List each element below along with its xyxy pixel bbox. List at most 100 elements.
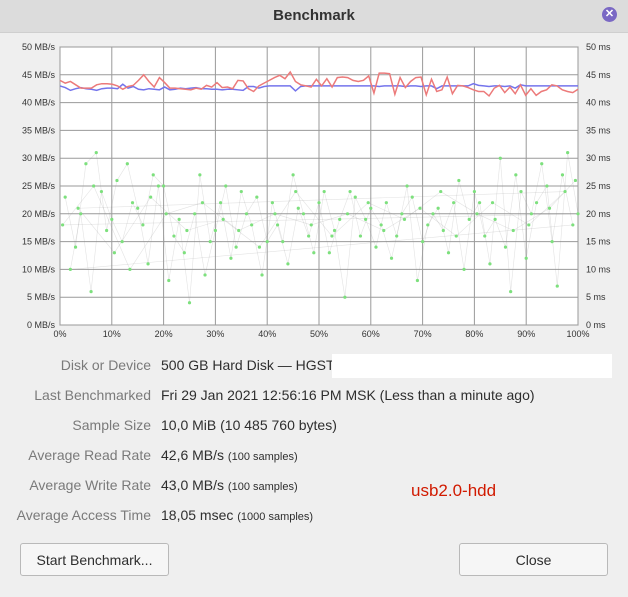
access-seek-line	[142, 174, 154, 225]
access-seek-line	[85, 152, 97, 164]
left-tick-label: 40 MB/s	[22, 98, 56, 108]
detail-value-text: 10,0 MiB (10 485 760 bytes)	[161, 417, 337, 433]
access-seek-line	[132, 202, 144, 226]
access-time-point	[415, 278, 420, 283]
access-time-point	[441, 228, 445, 233]
access-seek-line	[274, 213, 312, 226]
right-tick-label: 50 ms	[586, 42, 611, 52]
access-seek-line	[241, 191, 252, 226]
access-seek-line	[266, 224, 278, 242]
access-seek-line	[476, 213, 514, 231]
write-rate-line	[59, 82, 578, 92]
access-time-point	[73, 245, 78, 249]
access-time-point	[490, 201, 495, 205]
left-tick-label: 45 MB/s	[22, 70, 56, 80]
access-seek-line	[528, 191, 566, 226]
access-seek-line	[62, 185, 94, 226]
access-time-point	[99, 189, 104, 194]
access-seek-line	[101, 191, 113, 220]
access-seek-line	[562, 174, 574, 225]
access-seek-line	[80, 213, 92, 292]
access-seek-line	[489, 158, 501, 264]
access-seek-line	[334, 230, 346, 298]
access-seek-line	[199, 174, 211, 242]
access-time-point	[296, 206, 300, 210]
access-time-point	[327, 251, 331, 255]
left-tick-label: 0 MB/s	[27, 320, 56, 330]
access-seek-line	[272, 202, 284, 242]
access-seek-line	[259, 191, 296, 248]
detail-label: Sample Size	[72, 417, 151, 433]
access-time-point	[312, 251, 316, 255]
access-time-point	[426, 223, 430, 227]
access-time-point	[213, 228, 217, 233]
x-tick-label: 80%	[465, 329, 483, 339]
access-time-point	[260, 273, 264, 277]
access-time-point	[156, 184, 161, 188]
access-time-point	[534, 201, 539, 205]
access-time-point	[84, 162, 88, 166]
access-seek-line	[116, 163, 128, 181]
access-seek-line	[440, 191, 478, 215]
access-time-point	[511, 228, 515, 233]
access-time-point	[172, 234, 176, 238]
access-time-point	[317, 201, 321, 205]
access-time-point	[358, 234, 363, 238]
start-benchmark-button[interactable]: Start Benchmark...	[20, 543, 169, 576]
access-time-point	[208, 240, 212, 244]
access-time-point	[239, 189, 243, 194]
access-time-point	[130, 201, 135, 205]
access-seek-line	[189, 174, 201, 303]
access-time-point	[94, 151, 98, 155]
access-time-point	[164, 212, 168, 216]
detail-value-text: Fri 29 Jan 2021 12:56:16 PM MSK (Less th…	[161, 387, 535, 403]
access-time-point	[322, 189, 326, 194]
right-tick-label: 30 ms	[586, 153, 611, 163]
close-icon[interactable]: ✕	[602, 7, 617, 22]
access-seek-line	[383, 207, 421, 231]
access-time-point	[467, 217, 471, 221]
access-time-point	[307, 234, 311, 238]
access-time-point	[436, 206, 440, 210]
access-time-point	[353, 195, 357, 199]
access-time-point	[60, 223, 65, 227]
access-time-point	[218, 201, 223, 205]
access-time-point	[294, 189, 298, 194]
access-time-point	[149, 195, 153, 199]
right-tick-label: 25 ms	[586, 181, 611, 191]
access-time-point	[146, 262, 150, 266]
access-time-point	[281, 240, 285, 244]
access-seek-line	[479, 202, 491, 264]
access-time-point	[330, 234, 334, 238]
left-tick-label: 30 MB/s	[22, 153, 56, 163]
access-seek-line	[178, 219, 190, 303]
access-time-point	[439, 189, 443, 194]
access-seek-line	[492, 202, 529, 226]
access-time-point	[112, 251, 116, 255]
close-button[interactable]: Close	[459, 543, 608, 576]
right-tick-label: 35 ms	[586, 125, 611, 135]
detail-samples: (100 samples)	[227, 451, 298, 463]
access-time-point	[483, 234, 487, 238]
access-time-point	[291, 173, 295, 177]
access-seek-line	[339, 191, 351, 220]
right-tick-label: 20 ms	[586, 209, 611, 219]
access-time-point	[454, 234, 458, 238]
access-seek-line	[295, 191, 333, 237]
detail-value-text: 42,6 MB/s	[161, 447, 225, 463]
access-seek-line	[129, 213, 167, 270]
detail-value: 10,0 MiB (10 485 760 bytes)	[161, 417, 337, 433]
access-seek-line	[463, 191, 475, 270]
access-time-point	[571, 223, 575, 227]
access-seek-line	[158, 185, 170, 281]
access-time-point	[488, 262, 492, 266]
access-seek-line	[500, 158, 511, 292]
access-seek-line	[70, 224, 573, 270]
detail-label: Disk or Device	[60, 357, 151, 373]
access-time-point	[348, 189, 352, 194]
access-time-point	[167, 278, 171, 283]
access-seek-line	[422, 213, 434, 242]
access-time-point	[76, 206, 80, 210]
access-time-point	[457, 178, 461, 183]
x-tick-label: 100%	[566, 329, 589, 339]
